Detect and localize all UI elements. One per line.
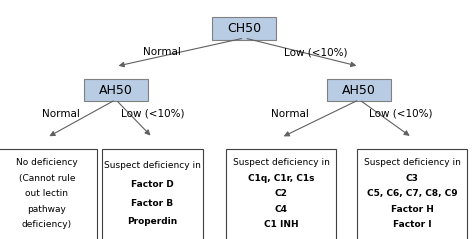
Text: deficiency): deficiency) xyxy=(22,220,72,229)
Text: AH50: AH50 xyxy=(99,84,133,97)
Text: Factor H: Factor H xyxy=(391,205,433,214)
Text: C4: C4 xyxy=(274,205,288,214)
Text: C2: C2 xyxy=(274,189,288,198)
Text: Normal: Normal xyxy=(42,109,80,119)
Text: C1q, C1r, C1s: C1q, C1r, C1s xyxy=(248,174,314,183)
Text: Low (<10%): Low (<10%) xyxy=(369,109,432,119)
Text: pathway: pathway xyxy=(27,205,66,214)
FancyBboxPatch shape xyxy=(327,79,392,101)
Text: out lectin: out lectin xyxy=(25,189,68,198)
FancyBboxPatch shape xyxy=(0,149,97,239)
Text: C1 INH: C1 INH xyxy=(264,220,299,229)
FancyBboxPatch shape xyxy=(357,149,467,239)
Text: Properdin: Properdin xyxy=(128,217,178,227)
Text: Normal: Normal xyxy=(271,109,309,119)
Text: C3: C3 xyxy=(406,174,419,183)
Text: (Cannot rule: (Cannot rule xyxy=(18,174,75,183)
Text: Low (<10%): Low (<10%) xyxy=(121,109,184,119)
Text: No deficiency: No deficiency xyxy=(16,158,78,167)
Text: C5, C6, C7, C8, C9: C5, C6, C7, C8, C9 xyxy=(367,189,457,198)
Text: Suspect deficiency in: Suspect deficiency in xyxy=(364,158,460,167)
FancyBboxPatch shape xyxy=(226,149,336,239)
Text: CH50: CH50 xyxy=(228,22,261,35)
Text: Suspect deficiency in: Suspect deficiency in xyxy=(233,158,329,167)
Text: Factor I: Factor I xyxy=(392,220,431,229)
FancyBboxPatch shape xyxy=(212,17,276,40)
Text: Low (<10%): Low (<10%) xyxy=(284,47,347,57)
FancyBboxPatch shape xyxy=(83,79,148,101)
Text: Normal: Normal xyxy=(143,47,181,57)
Text: Suspect deficiency in: Suspect deficiency in xyxy=(104,161,201,169)
FancyBboxPatch shape xyxy=(102,149,203,239)
Text: Factor B: Factor B xyxy=(131,199,173,207)
Text: Factor D: Factor D xyxy=(131,179,174,189)
Text: AH50: AH50 xyxy=(342,84,376,97)
